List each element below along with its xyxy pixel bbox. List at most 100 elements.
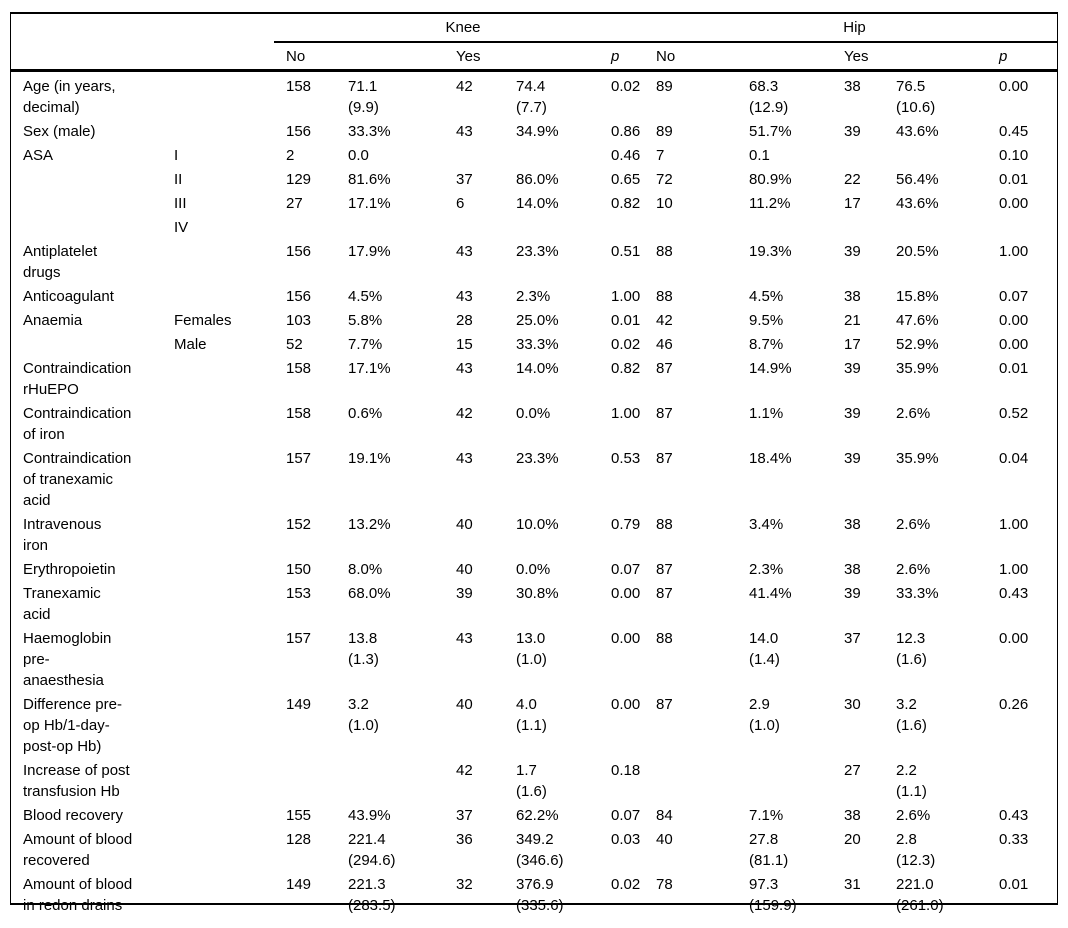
hip-p-cell: 1.00: [999, 243, 1029, 260]
hip-p-cell: [987, 759, 1057, 804]
knee-no-n-cell: 103: [286, 312, 312, 329]
group-header-spacer: [11, 14, 274, 42]
table-row: III 27 17.1% 6 14.0% 0.82 10 11.2% 17 43.6% 0.00: [11, 192, 1057, 216]
hip-p-cell: 0.26: [999, 696, 1029, 713]
hip-no-n-cell: 89: [656, 78, 673, 95]
hip-no-n-cell: 46: [656, 336, 673, 353]
knee-yes-n-cell: 43: [456, 243, 473, 260]
hip-no-value-cell: 3.4%: [749, 516, 784, 533]
hip-p-cell: 0.45: [999, 123, 1029, 140]
knee-no-n-cell: 158: [286, 78, 312, 95]
knee-p-cell: 0.01: [611, 312, 641, 329]
knee-no-n-cell: 156: [286, 288, 312, 305]
hip-yes-value-cell: 52.9%: [896, 336, 939, 353]
knee-yes-n-cell: 40: [456, 696, 473, 713]
hip-p-cell: 0.52: [999, 405, 1029, 422]
hip-no-n-cell: 7: [656, 147, 665, 164]
variable-cell: Contraindication of iron: [23, 405, 132, 443]
hip-yes-n-cell: 27: [844, 762, 861, 779]
knee-no-value-cell: 221.4 (294.6): [348, 831, 396, 869]
variable-cell: Contraindication of tranexamic acid: [23, 450, 132, 509]
hip-yes-n-cell: 21: [844, 312, 861, 329]
knee-no-n-cell: 158: [286, 360, 312, 377]
subgroup-cell: [162, 828, 274, 873]
table-row: Erythropoietin 150 8.0% 40 0.0% 0.07 87 2.3% 38 2…: [11, 558, 1057, 582]
knee-no-n-cell: 158: [286, 405, 312, 422]
subgroup-cell: [162, 402, 274, 447]
knee-p-cell: 0.18: [611, 762, 641, 779]
knee-no-value-cell: 8.0%: [348, 561, 383, 578]
hip-no-n-cell: 72: [656, 171, 673, 188]
subgroup-cell: III: [174, 195, 187, 212]
hip-yes-n-cell: 31: [844, 876, 861, 893]
hip-yes-n-cell: 38: [844, 288, 861, 305]
hip-no-value-cell: 18.4%: [749, 450, 792, 467]
knee-yes-value-cell: 74.4 (7.7): [516, 78, 547, 116]
hip-yes-value-cell: 35.9%: [896, 450, 939, 467]
knee-yes-value-cell: 2.3%: [516, 288, 551, 305]
hip-no-n-cell: 88: [656, 516, 673, 533]
variable-cell: Contraindication rHuEPO: [23, 360, 132, 398]
variable-cell: [11, 168, 162, 192]
knee-no-value-cell: 3.2 (1.0): [348, 696, 379, 734]
knee-no-value-cell: 68.0%: [348, 585, 391, 602]
knee-yes-value-cell: 23.3%: [516, 450, 559, 467]
knee-no-value-cell: 221.3 (283.5): [348, 876, 396, 914]
hip-no-n-cell: [644, 759, 737, 804]
hip-p-cell: 0.10: [999, 147, 1029, 164]
knee-yes-value-cell: 349.2 (346.6): [516, 831, 564, 869]
knee-yes-n-cell: 43: [456, 123, 473, 140]
hip-no-value-cell: 41.4%: [749, 585, 792, 602]
hip-no-n-cell: 42: [656, 312, 673, 329]
table-row: Intravenous iron 152 13.2% 40 10.0% 0.79 88 3.4…: [11, 513, 1057, 558]
hip-no-value-cell: 14.9%: [749, 360, 792, 377]
subheader-knee-p: p: [599, 42, 645, 72]
table-row: Contraindication of iron 158 0.6% 42 0.0% 1.0…: [11, 402, 1057, 447]
knee-yes-n-cell: 43: [456, 360, 473, 377]
knee-no-value-cell: 81.6%: [348, 171, 391, 188]
hip-yes-n-cell: 39: [844, 360, 861, 377]
hip-no-value-cell: 80.9%: [749, 171, 792, 188]
table-row: ASA I 2 0.0 0.46 7 0.1 0.10: [11, 144, 1057, 168]
knee-p-cell: 0.02: [611, 78, 641, 95]
hip-yes-value-cell: 2.6%: [896, 807, 931, 824]
knee-yes-n-cell: [444, 216, 504, 240]
knee-yes-value-cell: 14.0%: [516, 195, 559, 212]
hip-no-value-cell: 51.7%: [749, 123, 792, 140]
knee-p-cell: 1.00: [611, 288, 641, 305]
knee-p-cell: 0.03: [611, 831, 641, 848]
table-row: Contraindication rHuEPO 158 17.1% 43 14.0% 0.…: [11, 357, 1057, 402]
hip-no-value-cell: 8.7%: [749, 336, 784, 353]
hip-yes-n-cell: 38: [844, 516, 861, 533]
table-row: Difference pre- op Hb/1-day- post-op Hb)…: [11, 693, 1057, 759]
hip-no-n-cell: 89: [656, 123, 673, 140]
hip-no-n-cell: 88: [656, 243, 673, 260]
hip-no-value-cell: 9.5%: [749, 312, 784, 329]
knee-no-value-cell: 17.1%: [348, 360, 391, 377]
knee-yes-value-cell: 0.0%: [516, 561, 551, 578]
hip-no-value-cell: 7.1%: [749, 807, 784, 824]
knee-yes-n-cell: 43: [456, 450, 473, 467]
hip-no-n-cell: 87: [656, 585, 673, 602]
knee-yes-n-cell: 43: [456, 630, 473, 647]
knee-yes-n-cell: 40: [456, 561, 473, 578]
subheader-hip-no: No: [644, 42, 833, 72]
subgroup-cell: [162, 240, 274, 285]
knee-yes-value-cell: [504, 144, 599, 168]
knee-p-cell: 0.51: [611, 243, 641, 260]
hip-no-value-cell: 2.9 (1.0): [749, 696, 780, 734]
knee-no-value-cell: 17.9%: [348, 243, 391, 260]
hip-yes-n-cell: 38: [844, 561, 861, 578]
table-body: Age (in years, decimal) 158 71.1 (9.9) 42 74…: [11, 71, 1057, 919]
hip-yes-value-cell: [884, 144, 987, 168]
subgroup-cell: [162, 71, 274, 121]
hip-yes-value-cell: 47.6%: [896, 312, 939, 329]
hip-no-n-cell: 40: [656, 831, 673, 848]
results-table: Knee Hip No Yes p No Yes p Age (in years…: [11, 14, 1057, 918]
knee-no-n-cell: 150: [286, 561, 312, 578]
subgroup-cell: [162, 447, 274, 513]
knee-yes-n-cell: 15: [456, 336, 473, 353]
subgroup-cell: IV: [174, 219, 189, 236]
variable-cell: Intravenous iron: [23, 516, 102, 554]
knee-yes-n-cell: 36: [456, 831, 473, 848]
